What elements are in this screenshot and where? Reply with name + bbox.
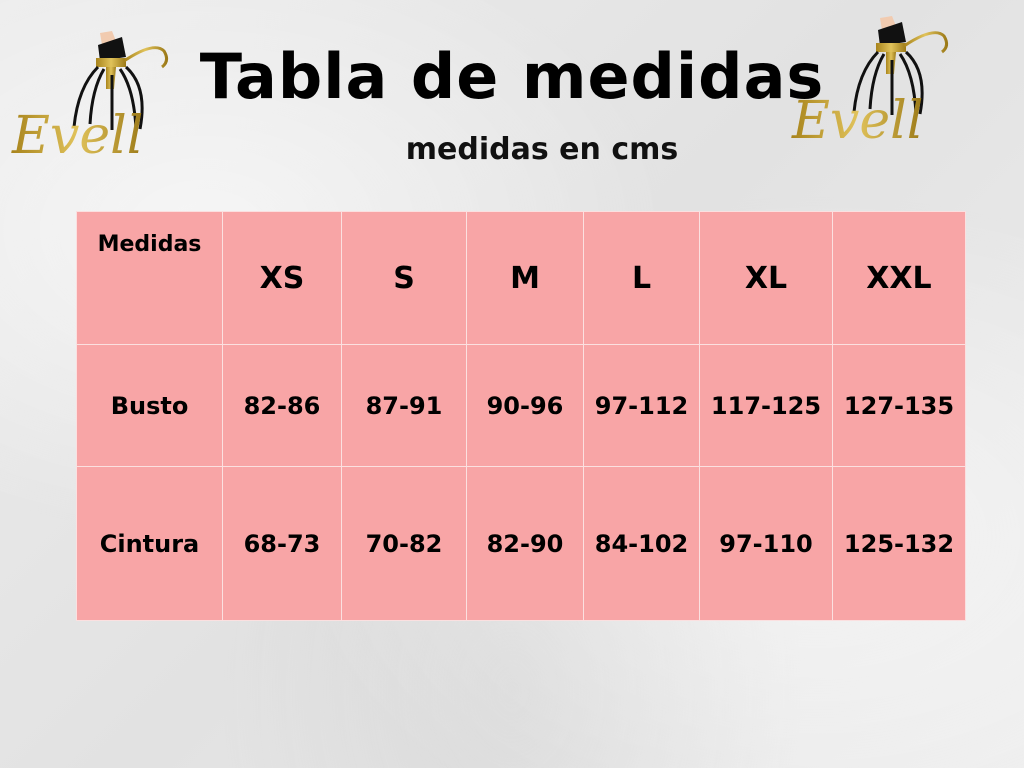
table-cell: 70-82 — [341, 466, 467, 621]
logo-lettering: Evell — [11, 106, 143, 165]
table-cell: 82-90 — [466, 466, 584, 621]
table-header-row: Medidas XS S M L XL XXL — [76, 211, 966, 345]
table-cell: 87-91 — [341, 344, 467, 467]
size-header: XXL — [832, 211, 966, 345]
row-label: Cintura — [76, 466, 223, 621]
table-row: Cintura 68-73 70-82 82-90 84-102 97-110 … — [76, 466, 966, 621]
table-cell: 117-125 — [699, 344, 833, 467]
table-cell: 97-110 — [699, 466, 833, 621]
table-cell: 125-132 — [832, 466, 966, 621]
table-cell: 127-135 — [832, 344, 966, 467]
logo-lettering: Evell — [791, 91, 923, 151]
size-table: Medidas XS S M L XL XXL Busto 82-86 87-9… — [76, 211, 966, 621]
row-label: Busto — [76, 344, 223, 467]
size-header: XL — [699, 211, 833, 345]
size-header: M — [466, 211, 584, 345]
table-row: Busto 82-86 87-91 90-96 97-112 117-125 1… — [76, 344, 966, 467]
table-cell: 68-73 — [222, 466, 342, 621]
size-header: XS — [222, 211, 342, 345]
table-cell: 90-96 — [466, 344, 584, 467]
size-header: L — [583, 211, 700, 345]
table-cell: 97-112 — [583, 344, 700, 467]
table-cell: 82-86 — [222, 344, 342, 467]
page-subtitle: medidas en cms — [405, 132, 679, 167]
page-title: Tabla de medidas — [199, 40, 825, 113]
evell-logo: Evell — [791, 16, 949, 151]
size-header: S — [341, 211, 467, 345]
evell-logo: Evell — [11, 31, 169, 165]
corner-header: Medidas — [76, 211, 223, 345]
table-cell: 84-102 — [583, 466, 700, 621]
